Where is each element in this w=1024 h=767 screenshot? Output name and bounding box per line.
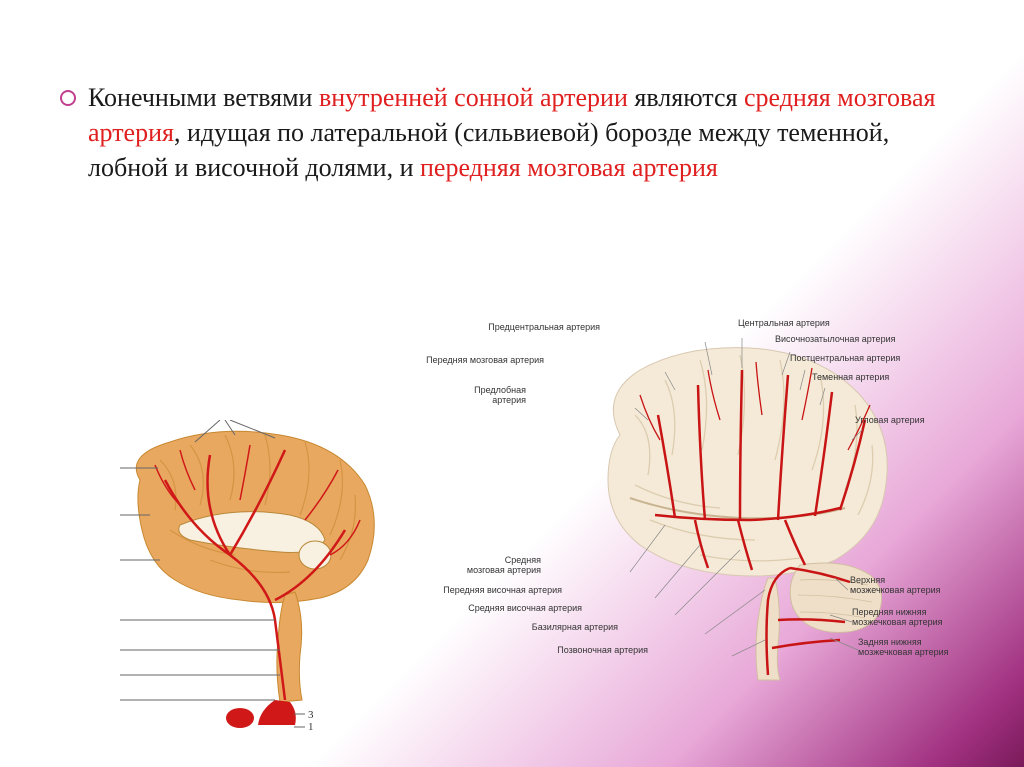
lbl-angular: Угловая артерия [855,415,925,425]
diagrams-area: 3 1 [0,310,1024,750]
text-run-6: передняя мозговая артерия [420,153,718,182]
lbl-sup-cerebellar-1: Верхняя [850,575,885,585]
lbl-mca-1: Средняя [505,555,541,565]
lbl-postcentral: Постцентральная артерия [790,353,900,363]
lbl-anterior-cerebral: Передняя мозговая артерия [426,355,544,365]
text-run-3: являются [628,83,744,112]
lbl-mca-2: мозговая артерия [467,565,541,575]
lbl-precentral: Предцентральная артерия [488,322,600,332]
lbl-sup-cerebellar-2: мозжечковая артерия [850,585,940,595]
lbl-pica-2: мозжечковая артерия [858,647,948,657]
lbl-vertebral: Позвоночная артерия [557,645,648,655]
lbl-ant-temporal: Передняя височная артерия [443,585,562,595]
lbl-aica-1: Передняя нижняя [852,607,927,617]
lbl-prefrontal-2: артерия [492,395,526,405]
lbl-aica-2: мозжечковая артерия [852,617,942,627]
text-run-1: Конечными ветвями [88,83,319,112]
text-run-2: внутренней сонной артерии [319,83,628,112]
bullet-icon [60,90,76,106]
main-paragraph: Конечными ветвями внутренней сонной арте… [60,80,960,185]
left-diagram-num-3: 3 [308,709,314,721]
lbl-temporooccipital: Височнозатылочная артерия [775,334,895,344]
lbl-mid-temporal: Средняя височная артерия [468,603,582,613]
lbl-prefrontal-1: Предлобная [474,385,526,395]
lbl-parietal: Теменная артерия [812,372,889,382]
left-diagram-num-1: 1 [308,721,314,730]
lbl-pica-1: Задняя нижняя [858,637,922,647]
lbl-basilar: Базилярная артерия [532,622,618,632]
slide-content: Конечными ветвями внутренней сонной арте… [0,0,1000,185]
brain-sagittal-diagram: 3 1 [80,420,400,730]
lbl-central: Центральная артерия [738,318,830,328]
